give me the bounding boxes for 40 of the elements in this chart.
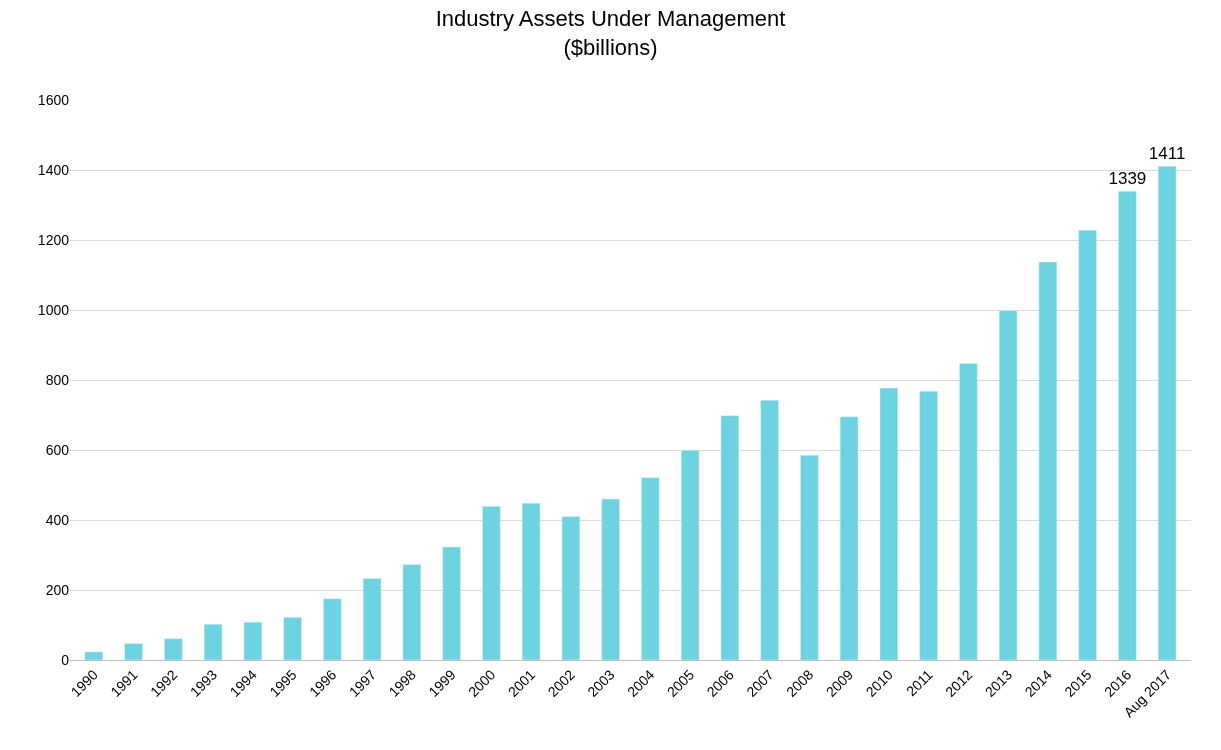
- bar: [998, 310, 1018, 660]
- bar: [760, 400, 779, 660]
- bar: [362, 578, 382, 660]
- bar: [641, 477, 660, 660]
- y-tick-label: 400: [45, 511, 70, 528]
- bar: [323, 598, 342, 660]
- data-label: 1339: [1108, 169, 1147, 189]
- bar: [203, 624, 223, 660]
- bar: [561, 516, 581, 660]
- bar: [84, 651, 104, 660]
- bar: [1157, 165, 1177, 660]
- y-tick-label: 1000: [37, 301, 70, 318]
- bar: [680, 450, 700, 660]
- y-tick-label: 1600: [37, 91, 70, 108]
- bar: [243, 621, 263, 660]
- y-tick-label: 1200: [37, 231, 70, 248]
- bar: [482, 506, 501, 660]
- bar: [800, 455, 819, 660]
- y-tick-label: 800: [45, 371, 70, 388]
- bar: [1118, 191, 1137, 660]
- bar: [720, 415, 740, 660]
- data-label: 1411: [1148, 144, 1186, 164]
- bar: [283, 617, 302, 660]
- bar: [442, 546, 461, 660]
- bar: [402, 564, 422, 660]
- bar: [124, 643, 143, 660]
- bar: [164, 638, 183, 660]
- bar: [879, 387, 899, 660]
- bar: [919, 390, 938, 660]
- y-tick-label: 200: [45, 581, 70, 598]
- y-tick-label: 1400: [37, 161, 70, 178]
- chart-title: Industry Assets Under Management ($billions): [435, 6, 786, 60]
- bar: [1078, 229, 1097, 660]
- bar: [839, 416, 859, 660]
- y-tick-label: 0: [61, 651, 70, 668]
- bar: [521, 502, 541, 660]
- bar: [601, 498, 620, 660]
- bar: [1038, 261, 1058, 660]
- y-tick-label: 600: [45, 441, 70, 458]
- bar: [959, 363, 978, 660]
